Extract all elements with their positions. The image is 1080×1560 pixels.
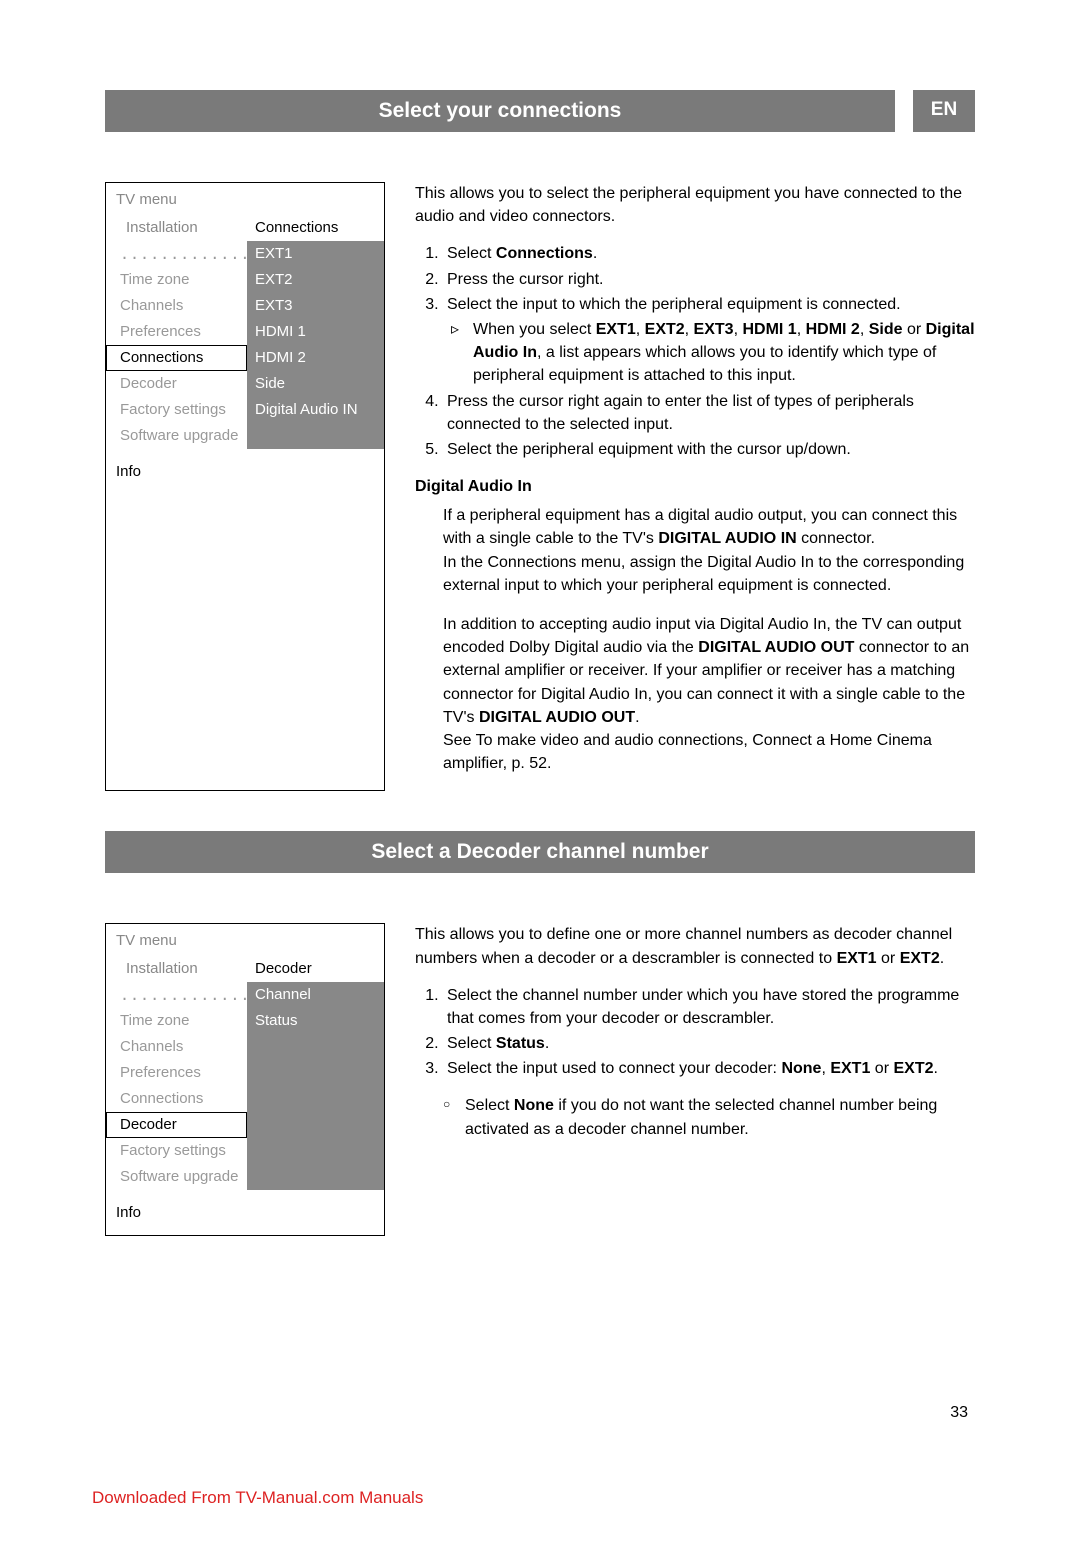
step-2: Press the cursor right. <box>443 268 975 291</box>
step-3: Select the input to which the peripheral… <box>443 293 975 388</box>
menu-left-item: Preferences <box>106 1060 247 1086</box>
menu-info: Info <box>106 449 384 494</box>
step-3-subitem: When you select EXT1, EXT2, EXT3, HDMI 1… <box>469 318 975 388</box>
menu-row: ..............EXT1 <box>106 241 384 267</box>
step2-2: Select Status. <box>443 1032 975 1055</box>
menu-left-header: Installation <box>106 214 247 241</box>
content-2: This allows you to define one or more ch… <box>415 923 975 1236</box>
menu-row: Channels <box>106 1034 384 1060</box>
menu-row: Preferences <box>106 1060 384 1086</box>
menu-right-item: Side <box>247 371 384 397</box>
menu-title: TV menu <box>106 183 384 214</box>
step-1: Select Connections. <box>443 242 975 265</box>
section-2: TV menu Installation Decoder ...........… <box>105 923 975 1236</box>
menu-left-item: Decoder <box>106 371 247 397</box>
menu-right-item <box>247 1086 384 1112</box>
menu-info-2: Info <box>106 1190 384 1235</box>
menu-left-item: Channels <box>106 1034 247 1060</box>
menu-left-item: .............. <box>106 982 247 1008</box>
section-heading-1: Select your connections <box>105 90 895 132</box>
menu-right-item <box>247 1138 384 1164</box>
digital-audio-title: Digital Audio In <box>415 475 975 498</box>
menu-right-item: EXT3 <box>247 293 384 319</box>
menu-left-item: Decoder <box>106 1112 247 1138</box>
step2-3-sublist: Select None if you do not want the selec… <box>415 1094 975 1140</box>
step-4: Press the cursor right again to enter th… <box>443 390 975 436</box>
page-number: 33 <box>950 1404 968 1422</box>
menu-left-item: Software upgrade <box>106 1164 247 1190</box>
menu-row: Software upgrade <box>106 1164 384 1190</box>
menu-right-item <box>247 1112 384 1138</box>
steps-list-1: Select Connections. Press the cursor rig… <box>415 242 975 461</box>
menu-right-item: EXT1 <box>247 241 384 267</box>
menu-left-item: Software upgrade <box>106 423 247 449</box>
step2-1: Select the channel number under which yo… <box>443 984 975 1030</box>
menu-title-2: TV menu <box>106 924 384 955</box>
menu-left-item: Factory settings <box>106 397 247 423</box>
menu-row: PreferencesHDMI 1 <box>106 319 384 345</box>
step2-3-subitem: Select None if you do not want the selec… <box>465 1094 975 1140</box>
menu-right-item <box>247 1060 384 1086</box>
step-3-sublist: When you select EXT1, EXT2, EXT3, HDMI 1… <box>447 318 975 388</box>
menu-right-item: Digital Audio IN <box>247 397 384 423</box>
menu-row: ConnectionsHDMI 2 <box>106 345 384 371</box>
menu-row: Software upgrade <box>106 423 384 449</box>
content-1: This allows you to select the peripheral… <box>415 182 975 791</box>
menu-row: ChannelsEXT3 <box>106 293 384 319</box>
menu-right-item <box>247 1034 384 1060</box>
menu-left-item: Factory settings <box>106 1138 247 1164</box>
steps-list-2: Select the channel number under which yo… <box>415 984 975 1081</box>
section-1: TV menu Installation Connections .......… <box>105 182 975 791</box>
menu-row: Time zoneStatus <box>106 1008 384 1034</box>
menu-right-item: Status <box>247 1008 384 1034</box>
menu-right-item: Channel <box>247 982 384 1008</box>
menu-left-item: Connections <box>106 345 247 371</box>
menu-left-item: Time zone <box>106 267 247 293</box>
digital-audio-block-2: In addition to accepting audio input via… <box>415 613 975 775</box>
menu-left-item: Time zone <box>106 1008 247 1034</box>
menu-row: Factory settings <box>106 1138 384 1164</box>
menu-right-item <box>247 423 384 449</box>
menu-subheader: Installation Connections <box>106 214 384 241</box>
tv-menu-decoder: TV menu Installation Decoder ...........… <box>105 923 385 1236</box>
menu-row: DecoderSide <box>106 371 384 397</box>
step2-3: Select the input used to connect your de… <box>443 1057 975 1080</box>
step-5: Select the peripheral equipment with the… <box>443 438 975 461</box>
section-heading-2: Select a Decoder channel number <box>105 831 975 873</box>
menu-right-header-2: Decoder <box>247 955 384 982</box>
footer-download-link[interactable]: Downloaded From TV-Manual.com Manuals <box>92 1488 423 1508</box>
menu-subheader-2: Installation Decoder <box>106 955 384 982</box>
menu-right-item: EXT2 <box>247 267 384 293</box>
menu-right-item: HDMI 1 <box>247 319 384 345</box>
tv-menu-connections: TV menu Installation Connections .......… <box>105 182 385 791</box>
menu-row: ..............Channel <box>106 982 384 1008</box>
menu-row: Factory settingsDigital Audio IN <box>106 397 384 423</box>
intro-text: This allows you to select the peripheral… <box>415 182 975 228</box>
menu-left-header-2: Installation <box>106 955 247 982</box>
menu-left-item: Preferences <box>106 319 247 345</box>
menu-left-item: Channels <box>106 293 247 319</box>
digital-audio-block: If a peripheral equipment has a digital … <box>415 504 975 597</box>
menu-row: Decoder <box>106 1112 384 1138</box>
header-row-1: Select your connections EN <box>105 90 975 132</box>
menu-right-header: Connections <box>247 214 384 241</box>
menu-left-item: Connections <box>106 1086 247 1112</box>
menu-row: Connections <box>106 1086 384 1112</box>
menu-right-item <box>247 1164 384 1190</box>
menu-row: Time zoneEXT2 <box>106 267 384 293</box>
header-row-2: Select a Decoder channel number <box>105 831 975 873</box>
menu-right-item: HDMI 2 <box>247 345 384 371</box>
intro-text-2: This allows you to define one or more ch… <box>415 923 975 969</box>
menu-left-item: .............. <box>106 241 247 267</box>
language-badge: EN <box>913 90 975 132</box>
